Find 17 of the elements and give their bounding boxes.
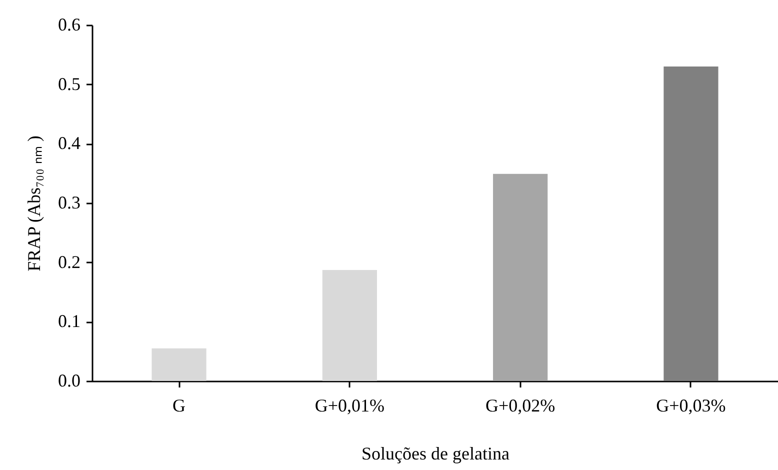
y-tick-label: 0.4: [58, 133, 80, 154]
bar: [152, 348, 206, 381]
bar: [493, 174, 548, 381]
x-axis-title: Soluções de gelatina: [362, 444, 510, 464]
x-tick-label: G+0,03%: [656, 396, 726, 416]
x-tick-label: G+0,02%: [485, 396, 556, 416]
y-tick-label: 0.0: [58, 370, 80, 390]
x-tick-label: G+0,01%: [314, 396, 385, 416]
bar: [664, 66, 718, 381]
x-tick-label: G: [172, 396, 186, 416]
y-tick-label: 0.1: [58, 311, 80, 332]
y-axis-title: FRAP (Abs₇₀₀ ₙₘ ): [24, 136, 44, 272]
bar: [322, 270, 377, 381]
y-tick-label: 0.5: [58, 74, 80, 94]
y-tick-label: 0.3: [58, 192, 80, 212]
y-tick-label: 0.2: [58, 252, 80, 272]
y-tick-label: 0.6: [58, 14, 80, 34]
